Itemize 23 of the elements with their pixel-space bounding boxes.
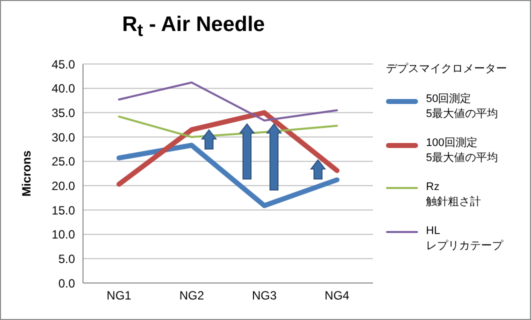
x-tick-label: NG1 [106, 288, 132, 303]
legend-label: HL レプリカテープ [426, 224, 503, 254]
y-tick-label: 15.0 [52, 203, 76, 218]
y-tick-label: 35.0 [52, 106, 76, 120]
y-tick-label: 25.0 [52, 154, 76, 169]
legend-label: 100回測定 5最大値の平均 [426, 136, 498, 166]
y-tick-label: 5.0 [58, 252, 76, 266]
y-axis-title: Microns [19, 150, 34, 197]
line-series [118, 81, 338, 122]
y-tick-label: 45.0 [52, 57, 76, 72]
y-tick-label: 10.0 [52, 228, 76, 242]
y-tick-label: 30.0 [52, 130, 76, 144]
x-tick-label: NG2 [179, 288, 204, 303]
legend-title: デプスマイクロメーター [386, 62, 508, 76]
line-series [118, 116, 338, 138]
chart-title: R$_{t}$ - Air Needle [121, 13, 266, 42]
y-tick-label: 40.0 [52, 82, 76, 96]
y-tick-label: 20.0 [52, 178, 76, 193]
legend-label: Rz 触針粗さ計 [426, 180, 481, 210]
x-tick-label: NG4 [324, 288, 350, 303]
legend-label: 50回測定 5最大値の平均 [426, 92, 498, 122]
y-tick-label: 0.0 [58, 276, 76, 290]
x-tick-label: NG3 [252, 288, 277, 303]
